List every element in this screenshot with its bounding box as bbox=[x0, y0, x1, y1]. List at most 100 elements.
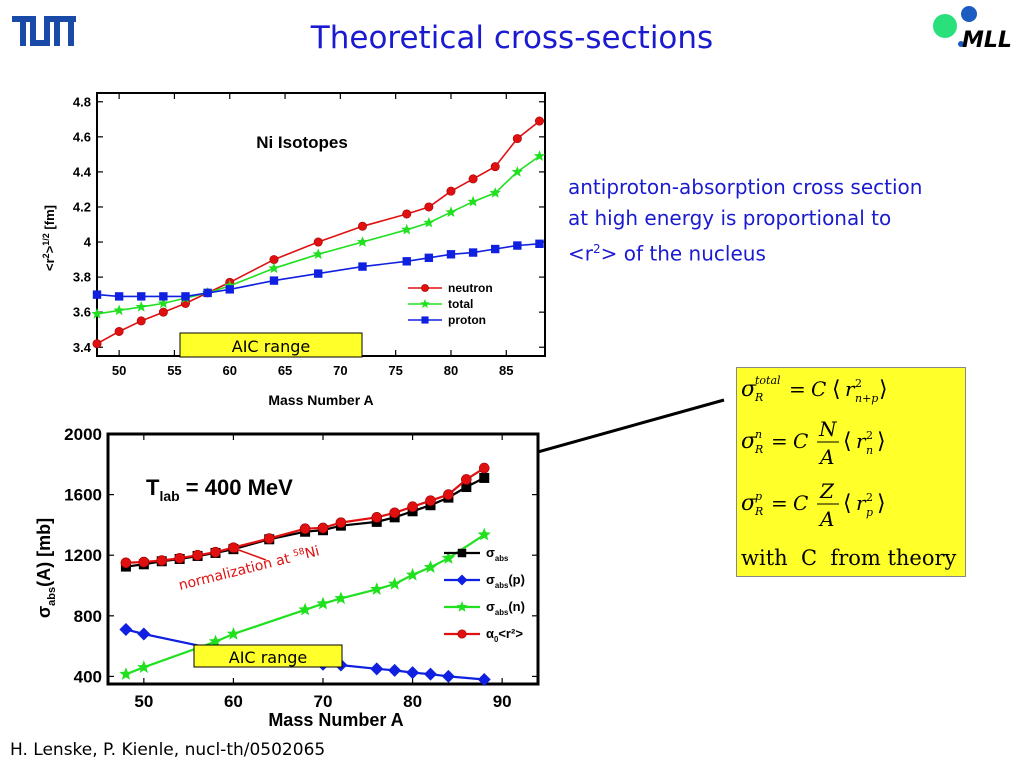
data-point bbox=[91, 308, 103, 319]
legend-label: proton bbox=[448, 313, 486, 327]
data-point bbox=[119, 667, 133, 680]
legend: σabs σabs(p) σabs(n) α0<r²> bbox=[444, 545, 525, 644]
description-line-2: at high energy is proportional to bbox=[568, 206, 892, 230]
data-point bbox=[511, 166, 523, 177]
svg-text:⟩: ⟩ bbox=[877, 429, 886, 454]
y-tick-label: 4.2 bbox=[73, 200, 91, 215]
data-point bbox=[407, 501, 418, 513]
x-tick-label: 75 bbox=[388, 363, 402, 378]
svg-text:=: = bbox=[771, 491, 788, 515]
data-point bbox=[389, 507, 400, 519]
data-point bbox=[423, 560, 438, 573]
data-point bbox=[137, 292, 146, 301]
y-tick-label: 4.4 bbox=[73, 164, 92, 179]
svg-text:A: A bbox=[818, 445, 834, 469]
data-point bbox=[468, 248, 478, 257]
chart-title: Tlab = 400 MeV bbox=[146, 475, 293, 504]
legend-label: α0<r²> bbox=[486, 626, 523, 644]
data-point bbox=[461, 482, 472, 493]
svg-text:⟨: ⟨ bbox=[843, 491, 852, 516]
svg-text:A: A bbox=[818, 507, 834, 531]
data-point bbox=[137, 627, 151, 641]
data-point bbox=[443, 489, 454, 500]
tum-logo bbox=[12, 16, 76, 46]
data-point bbox=[203, 288, 212, 298]
x-tick-label: 55 bbox=[167, 363, 181, 378]
x-tick-label: 50 bbox=[134, 692, 153, 711]
data-point bbox=[356, 236, 369, 247]
data-point bbox=[135, 301, 147, 312]
svg-text:=: = bbox=[789, 377, 806, 401]
formula-with-text: with C from theory bbox=[741, 546, 957, 570]
description-text: antiproton-absorption cross section at h… bbox=[568, 172, 1008, 270]
data-point bbox=[210, 546, 221, 558]
formula-box: σ total R = C ⟨ r 2 n+p ⟩ σ n R = C N A … bbox=[736, 367, 966, 577]
data-point bbox=[477, 672, 491, 686]
data-point bbox=[402, 257, 411, 266]
svg-text:2: 2 bbox=[866, 491, 873, 504]
x-tick-label: 50 bbox=[112, 363, 126, 378]
data-point bbox=[424, 202, 434, 212]
data-point bbox=[159, 292, 168, 301]
data-point bbox=[358, 262, 367, 271]
legend-marker bbox=[457, 629, 467, 639]
data-point bbox=[156, 555, 168, 566]
data-point bbox=[467, 195, 479, 207]
plot-frame bbox=[96, 92, 546, 357]
legend-marker bbox=[420, 299, 430, 308]
data-point bbox=[136, 316, 146, 326]
y-tick-label: 4.8 bbox=[73, 94, 91, 109]
page-title: Theoretical cross-sections bbox=[310, 20, 714, 56]
chart-title: Ni Isotopes bbox=[256, 133, 348, 152]
x-tick-label: 70 bbox=[333, 363, 347, 378]
data-point bbox=[388, 663, 402, 677]
x-tick-label: 65 bbox=[278, 363, 292, 378]
data-point bbox=[533, 150, 546, 161]
data-point bbox=[317, 522, 329, 534]
data-point bbox=[263, 533, 275, 544]
data-point bbox=[478, 462, 490, 474]
data-point bbox=[405, 567, 420, 581]
x-axis-label: Mass Number A bbox=[268, 392, 373, 408]
citation: H. Lenske, P. Kienle, nucl-th/0502065 bbox=[10, 740, 326, 760]
formula-total: σ total R = C ⟨ r 2 n+p ⟩ bbox=[741, 374, 888, 405]
svg-text:r: r bbox=[845, 377, 856, 401]
y-tick-label: 1600 bbox=[64, 486, 102, 505]
y-tick-label: 2000 bbox=[64, 425, 102, 444]
data-point bbox=[441, 551, 456, 564]
data-point bbox=[335, 517, 347, 528]
legend-label: σabs(p) bbox=[486, 572, 525, 590]
svg-text:p: p bbox=[755, 490, 762, 503]
aic-range-label: AIC range bbox=[229, 648, 307, 667]
svg-text:=: = bbox=[771, 429, 788, 453]
svg-text:p: p bbox=[866, 506, 873, 519]
svg-text:R: R bbox=[754, 505, 763, 518]
data-point bbox=[535, 239, 544, 248]
data-point bbox=[158, 307, 168, 317]
svg-text:r: r bbox=[856, 491, 867, 515]
svg-text:C: C bbox=[793, 429, 808, 453]
data-point bbox=[137, 660, 151, 673]
legend-label: σabs bbox=[486, 545, 509, 563]
data-point bbox=[316, 596, 330, 610]
x-tick-label: 80 bbox=[403, 692, 422, 711]
data-point bbox=[490, 162, 500, 172]
data-point bbox=[334, 591, 348, 605]
formula-neutron: σ n R = C N A ⟨ r 2 n ⟩ bbox=[741, 417, 886, 469]
data-point bbox=[208, 634, 223, 648]
x-tick-label: 90 bbox=[493, 692, 512, 711]
svg-text:σ: σ bbox=[741, 377, 757, 402]
data-point bbox=[512, 134, 522, 144]
data-point bbox=[402, 209, 412, 219]
svg-text:2: 2 bbox=[866, 429, 873, 442]
mll-logo bbox=[933, 6, 977, 47]
legend-marker bbox=[457, 548, 467, 558]
data-point bbox=[269, 255, 279, 265]
data-point bbox=[479, 472, 490, 483]
data-point bbox=[446, 250, 456, 259]
data-point bbox=[441, 669, 455, 683]
aic-range-box bbox=[193, 644, 343, 668]
data-point bbox=[446, 186, 456, 196]
formula-proton: σ p R = C Z A ⟨ r 2 p ⟩ bbox=[741, 479, 886, 531]
